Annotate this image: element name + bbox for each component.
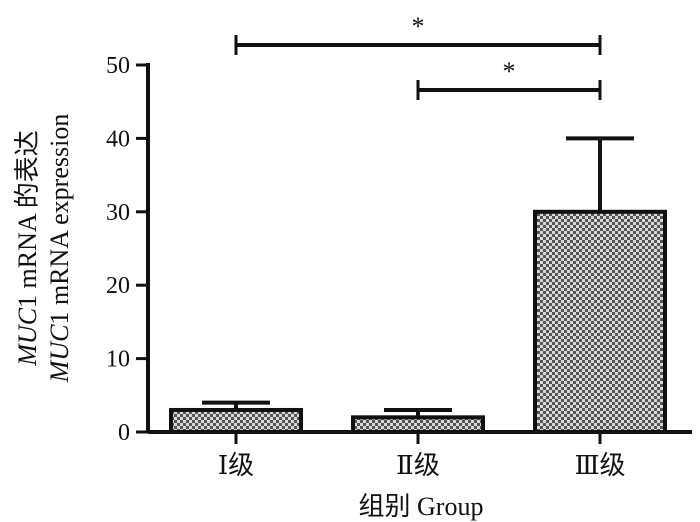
axes-layer: Ⅰ级 Ⅱ级 Ⅲ级 0 10 20 30 40 50 [106,53,692,480]
y-tick-label-3: 20 [106,273,130,299]
y-axis-title-line-2-italic: MUC [45,324,74,383]
y-tick-label-5: 40 [106,126,130,152]
y-axis-title-line-1: MUC1 mRNA 的表达 [13,130,42,366]
y-axis-title-line-2: MUC1 mRNA expression [45,114,74,384]
x-tick-label-2: Ⅱ级 [396,451,440,480]
x-axis-title: 组别 Group [359,492,484,521]
x-tick-label-3: Ⅲ级 [574,451,625,480]
y-axis-title: MUC1 mRNA 的表达 MUC1 mRNA expression [13,114,74,384]
y-axis-title-line-1-rest: 1 mRNA 的表达 [13,130,42,308]
bar-1 [169,407,303,435]
significance-layer: ** [234,12,602,100]
bar-3 [533,209,667,434]
y-tick-label-1: 0 [118,420,130,446]
significance-label-2: * [503,57,516,86]
y-axis-title-line-2-rest: 1 mRNA expression [45,114,74,325]
x-tick-label-1: Ⅰ级 [218,451,254,480]
y-axis-title-line-1-italic: MUC [13,307,42,366]
bars-layer [169,136,667,435]
bar-2 [351,415,485,435]
y-tick-label-6: 50 [106,53,130,79]
significance-label-1: * [412,12,425,41]
y-tick-label-2: 10 [106,347,130,373]
y-tick-label-4: 30 [106,200,130,226]
